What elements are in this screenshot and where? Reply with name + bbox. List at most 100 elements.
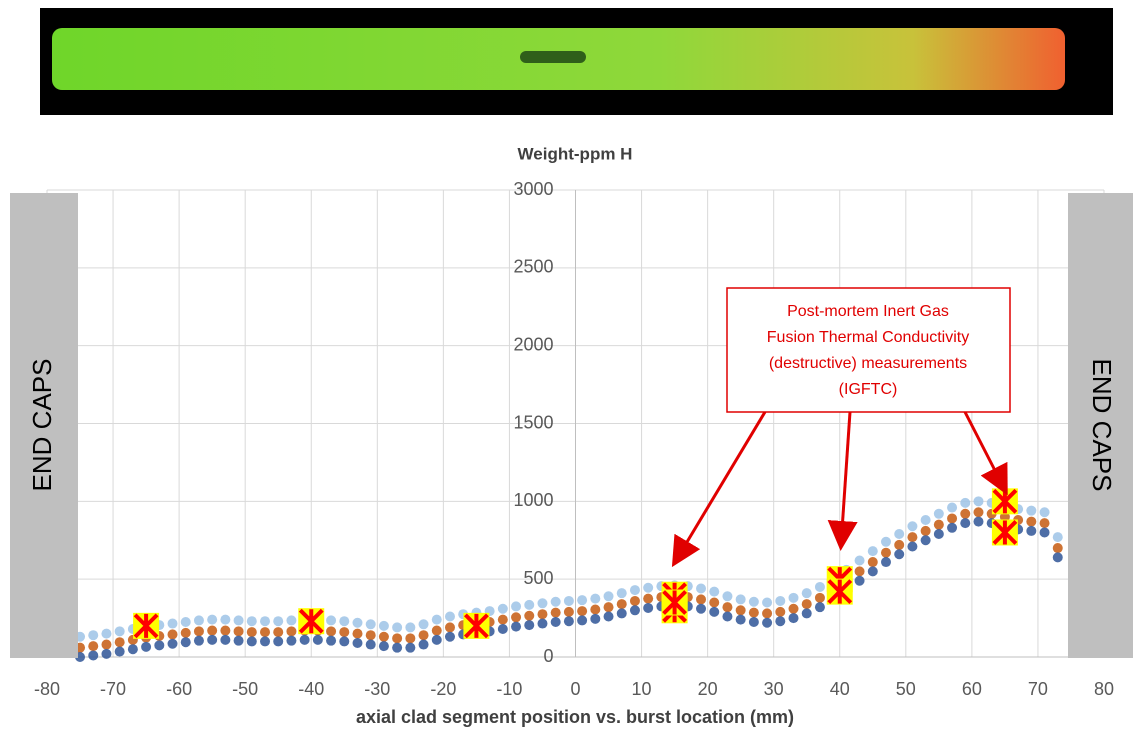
scatter-point xyxy=(696,603,707,614)
scatter-point xyxy=(973,507,984,518)
end-cap-label: END CAPS xyxy=(1087,359,1117,492)
scatter-point xyxy=(748,596,759,607)
scatter-point xyxy=(273,627,284,638)
scatter-point xyxy=(722,611,733,622)
scatter-point xyxy=(920,515,931,526)
scatter-point xyxy=(550,596,561,607)
scatter-point xyxy=(735,614,746,625)
scatter-point xyxy=(101,628,112,639)
scatter-point xyxy=(814,602,825,613)
scatter-point xyxy=(603,602,614,613)
igftc-marker xyxy=(298,608,325,635)
scatter-point xyxy=(260,616,271,627)
scatter-point xyxy=(286,615,297,626)
scatter-point xyxy=(801,588,812,599)
scatter-point xyxy=(511,621,522,632)
scatter-point xyxy=(431,614,442,625)
scatter-point xyxy=(444,611,455,622)
scatter-point xyxy=(273,636,284,647)
scatter-point xyxy=(405,642,416,653)
x-tick-label: 0 xyxy=(570,679,580,699)
scatter-point xyxy=(735,594,746,605)
scatter-point xyxy=(735,605,746,616)
annotation-text: (destructive) measurements xyxy=(769,355,967,372)
scatter-point xyxy=(563,606,574,617)
scatter-point xyxy=(352,617,363,628)
scatter-point xyxy=(696,583,707,594)
scatter-point xyxy=(378,641,389,652)
scatter-point xyxy=(814,581,825,592)
scatter-point xyxy=(497,614,508,625)
igftc-marker xyxy=(991,488,1018,515)
scatter-point xyxy=(497,603,508,614)
scatter-point xyxy=(246,636,257,647)
scatter-point xyxy=(524,620,535,631)
scatter-point xyxy=(709,606,720,617)
scatter-point xyxy=(709,597,720,608)
scatter-point xyxy=(220,614,231,625)
scatter-point xyxy=(101,648,112,659)
x-tick-label: -60 xyxy=(166,679,192,699)
scatter-point xyxy=(629,595,640,606)
scatter-point xyxy=(88,650,99,661)
y-tick-label: 2000 xyxy=(513,334,553,354)
scatter-point xyxy=(762,608,773,619)
scatter-point xyxy=(167,618,178,629)
scatter-point xyxy=(511,612,522,623)
scatter-point xyxy=(762,617,773,628)
scatter-point xyxy=(193,626,204,637)
scatter-point xyxy=(326,615,337,626)
scatter-point xyxy=(299,634,310,645)
scatter-point xyxy=(643,582,654,593)
scatter-point xyxy=(577,606,588,617)
igftc-marker xyxy=(661,589,688,616)
scatter-point xyxy=(960,497,971,508)
scatter-point xyxy=(643,602,654,613)
scatter-point xyxy=(511,601,522,612)
scatter-point xyxy=(497,623,508,634)
scatter-point xyxy=(973,496,984,507)
scatter-point xyxy=(933,508,944,519)
chart-title: Weight-ppm H xyxy=(518,144,633,163)
scatter-point xyxy=(444,622,455,633)
scatter-point xyxy=(775,606,786,617)
x-tick-label: 20 xyxy=(698,679,718,699)
annotation-box xyxy=(726,287,1011,413)
scatter-point xyxy=(696,594,707,605)
scatter-point xyxy=(1039,507,1050,518)
scatter-point xyxy=(907,532,918,543)
scatter-point xyxy=(550,607,561,618)
scatter-point xyxy=(537,609,548,620)
scatter-point xyxy=(88,641,99,652)
igftc-marker xyxy=(463,612,490,639)
scatter-point xyxy=(894,549,905,560)
scatter-point xyxy=(1052,532,1063,543)
scatter-point xyxy=(180,637,191,648)
scatter-point xyxy=(920,535,931,546)
scatter-point xyxy=(127,644,138,655)
scatter-point xyxy=(577,615,588,626)
x-tick-label: -40 xyxy=(298,679,324,699)
scatter-point xyxy=(193,635,204,646)
scatter-point xyxy=(748,616,759,627)
scatter-point xyxy=(207,625,218,636)
scatter-point xyxy=(722,602,733,613)
x-tick-label: 10 xyxy=(632,679,652,699)
scatter-point xyxy=(167,629,178,640)
scatter-point xyxy=(590,604,601,615)
scatter-point xyxy=(616,599,627,610)
scatter-point xyxy=(933,519,944,530)
scatter-point xyxy=(1052,552,1063,563)
scatter-point xyxy=(563,616,574,627)
scatter-point xyxy=(894,529,905,540)
x-tick-label: 80 xyxy=(1094,679,1114,699)
scatter-point xyxy=(352,637,363,648)
scatter-point xyxy=(365,630,376,641)
y-tick-label: 1000 xyxy=(513,490,553,510)
scatter-point xyxy=(603,611,614,622)
igftc-cross xyxy=(463,613,489,639)
annotation-text: Post-mortem Inert Gas xyxy=(787,303,949,320)
scatter-point xyxy=(629,605,640,616)
scatter-point xyxy=(233,626,244,637)
